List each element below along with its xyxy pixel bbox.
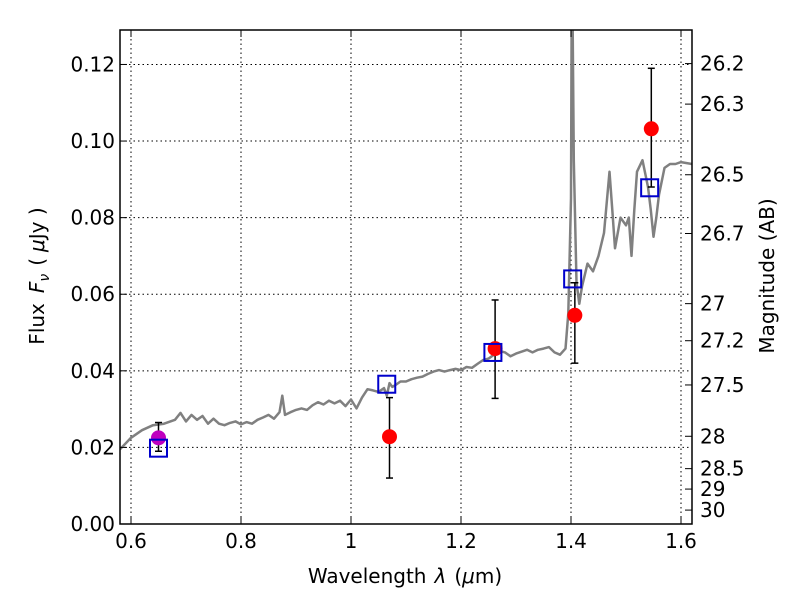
x-tick-label: 1.2	[445, 529, 477, 553]
y2-tick-label: 26.3	[700, 92, 745, 116]
y2-tick-label: 26.2	[700, 52, 745, 76]
photometry-point	[151, 430, 166, 446]
y2-tick-label: 27	[700, 292, 725, 316]
model-flux-square	[377, 374, 397, 394]
plot-frame	[119, 29, 693, 525]
y-tick-label: 0.08	[70, 206, 115, 230]
x-tick-label: 0.6	[115, 529, 147, 553]
spectrum-line	[120, 30, 692, 451]
y-tick-label: 0.12	[70, 52, 115, 76]
y2-tick-label: 26.5	[700, 163, 745, 187]
y2-tick-label: 26.7	[700, 222, 745, 246]
y2-tick-label: 27.2	[700, 329, 745, 353]
y2-tick-label: 27.5	[700, 373, 745, 397]
x-tick-label: 1	[345, 529, 358, 553]
y2-axis-label: Magnitude (AB)	[755, 198, 779, 353]
model-flux-square	[640, 178, 660, 198]
y-tick-label: 0.06	[70, 282, 115, 306]
model-flux-square	[563, 269, 583, 289]
photometry-point	[382, 429, 397, 445]
model-flux-square	[483, 342, 503, 362]
y2-tick-label: 29	[700, 477, 725, 501]
y2-tick-label: 28	[700, 424, 725, 448]
x-tick-label: 1.4	[555, 529, 587, 553]
x-tick-label: 0.8	[225, 529, 257, 553]
model-flux-square	[149, 438, 168, 458]
photometry-point	[567, 307, 583, 323]
y2-tick-label: 28.5	[700, 457, 745, 481]
y-axis-label: FluxFν(μJy )	[25, 207, 53, 344]
axis-ticks: 0.6 0.8 1 1.2 1.4 1.6 0.00 0.02 0.04 0.06 0.08 0.10…	[70, 30, 745, 553]
y-tick-label: 0.02	[70, 435, 115, 459]
photometry-point	[643, 121, 659, 137]
y-tick-label: 0.04	[70, 359, 115, 383]
y2-tick-label: 30	[700, 498, 725, 522]
plot-data	[120, 30, 692, 479]
x-axis-label: Wavelength λ (μm)	[308, 564, 502, 588]
y-tick-label: 0.10	[70, 129, 115, 153]
x-tick-label: 1.6	[665, 529, 697, 553]
y-tick-label: 0.00	[70, 512, 115, 536]
